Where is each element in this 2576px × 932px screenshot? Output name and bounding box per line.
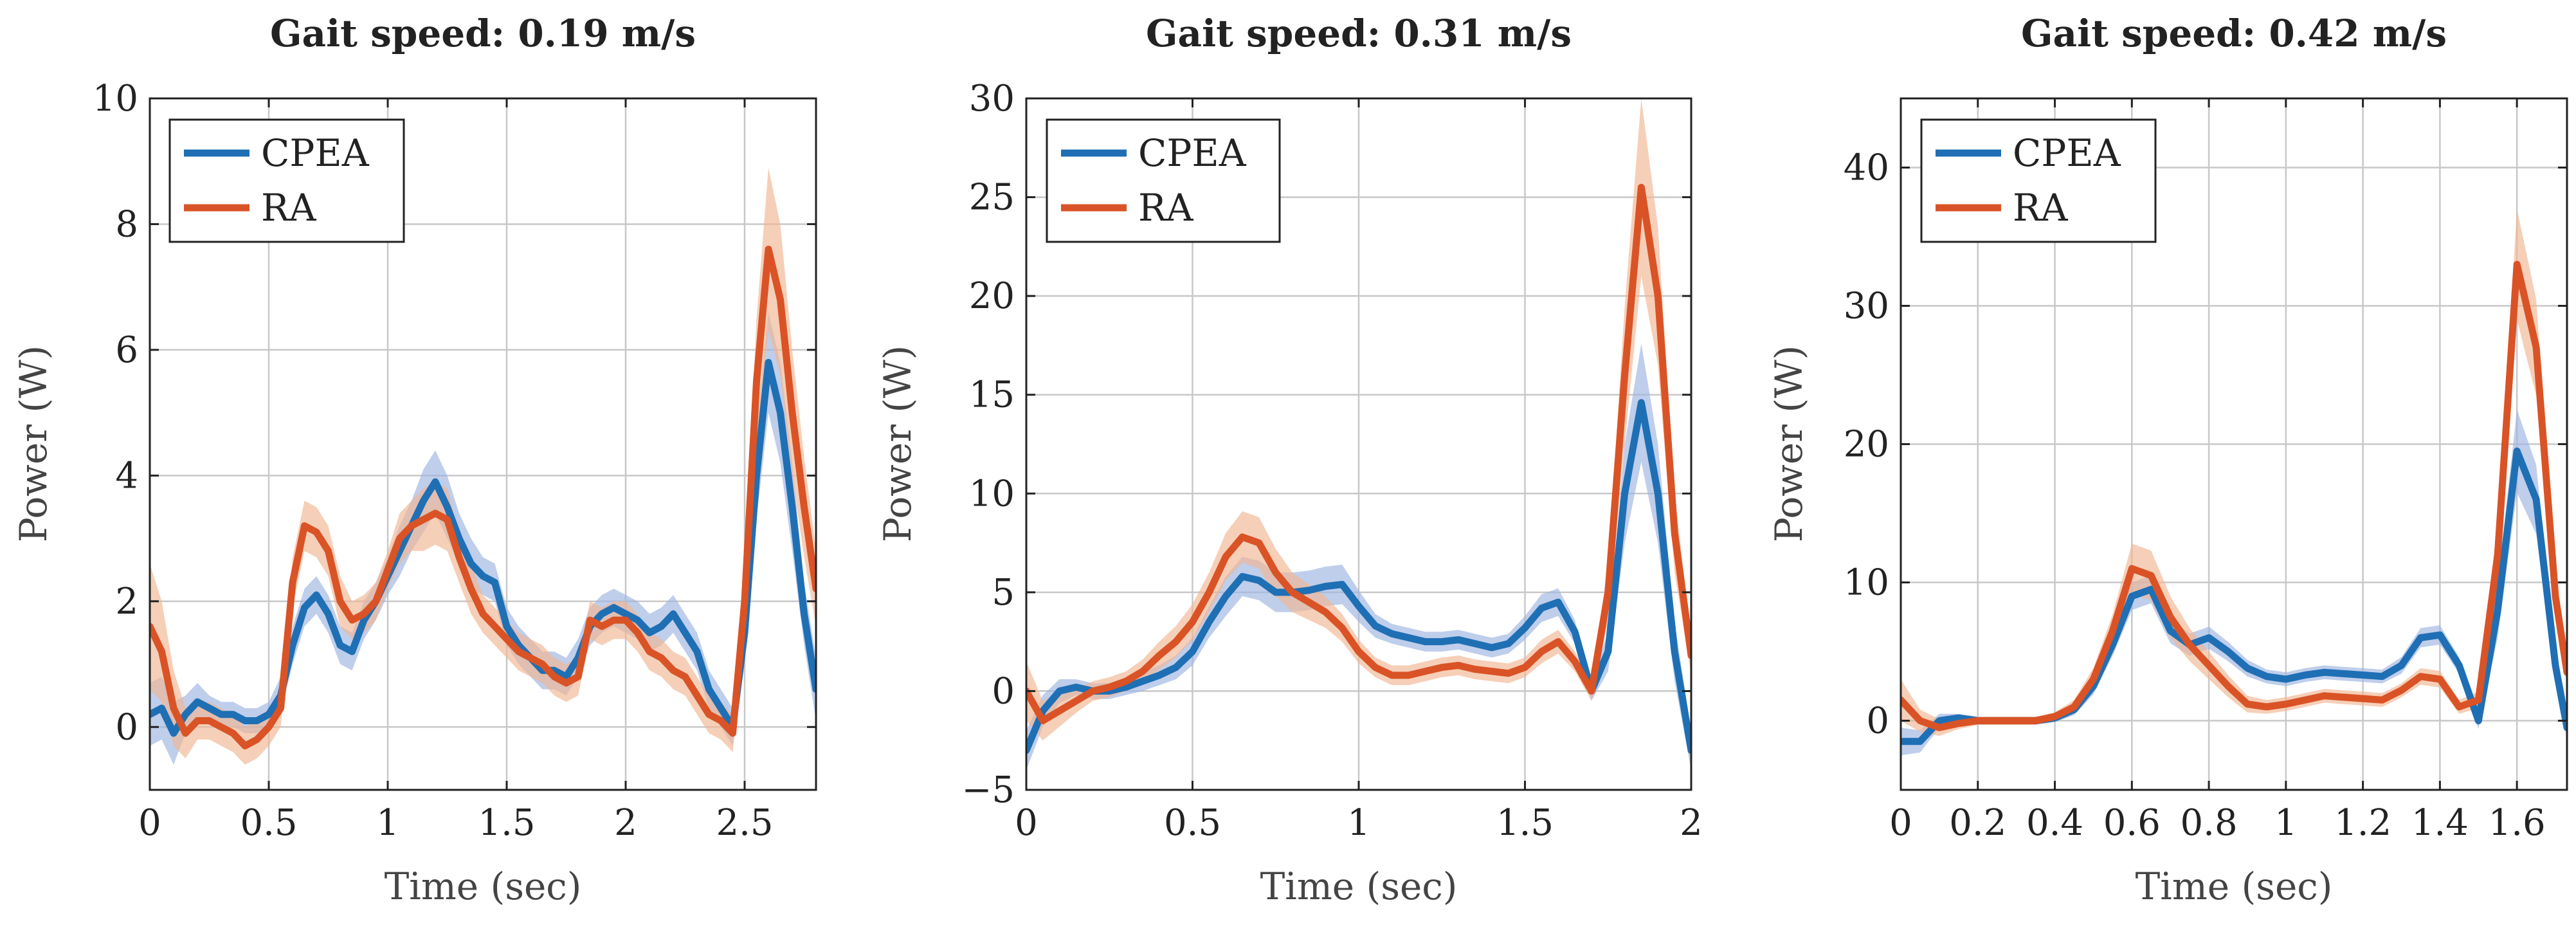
panel-3-xtick-label-0: 0 [1889, 802, 1912, 844]
panel-2-ytick-label-1: 0 [992, 670, 1015, 712]
panel-3-lines [1901, 260, 2567, 745]
panel-1-ra-line [150, 246, 816, 750]
panel-3-ticks: 0 0.2 0.4 0.6 0.8 1 1.2 1.4 1.6 0 10 20 30 40 [1844, 98, 2567, 844]
panel-2-xtick-label-3: 1.5 [1496, 802, 1554, 844]
panel-1-xtick-label-1: 0.5 [240, 802, 297, 844]
panel-2-cpea-line [1026, 399, 1691, 754]
panel-1-ytick-label-3: 6 [115, 329, 138, 371]
panel-2-legend: CPEA RA [1046, 118, 1281, 243]
panel-1-ytick-label-0: 0 [115, 706, 138, 748]
panel-1-legend-cpea-label: CPEA [261, 131, 370, 175]
panel-2-ytick-label-4: 15 [969, 374, 1015, 416]
panel-1-ytick-label-2: 4 [115, 455, 138, 497]
panel-1-legend-box [168, 118, 405, 243]
panel-1-xtick-label-0: 0 [138, 802, 161, 844]
panel-1-xlabel: Time (sec) [385, 864, 582, 908]
panel-1-frame [149, 97, 817, 791]
panel-1-ylabel: Power (W) [12, 345, 55, 543]
panel-3-xtick-label-4: 0.8 [2181, 802, 2238, 844]
panel-2: Gait speed: 0.31 m/s 0 0.5 1 1.5 2−505101520… [876, 12, 1703, 908]
panel-2-ytick-label-0: −5 [961, 769, 1015, 811]
panel-1-xtick-label-2: 1 [376, 802, 399, 844]
panel-1-ticks: 0 0.5 1 1.5 2 2.5 0 2 4 6 8 10 [93, 78, 816, 844]
panel-3-legend-cpea-label: CPEA [2013, 131, 2121, 175]
panel-3-ytick-label-1: 10 [1844, 562, 1889, 604]
panel-1-xtick-label-5: 2.5 [716, 802, 773, 844]
panel-3-ytick-label-3: 30 [1844, 286, 1889, 327]
panel-1-xtick-label-3: 1.5 [478, 802, 535, 844]
panel-3-title: Gait speed: 0.42 m/s [2021, 12, 2447, 55]
panel-2-ytick-label-6: 25 [969, 177, 1015, 219]
panel-1-cpea-line [150, 359, 816, 737]
panel-3-xtick-label-7: 1.4 [2411, 802, 2469, 844]
panel-1-ytick-label-1: 2 [115, 581, 138, 623]
panel-3-xtick-label-3: 0.6 [2103, 802, 2161, 844]
panel-3-ra-line [1901, 260, 2567, 731]
panel-2-ra-line [1026, 183, 1691, 724]
panel-3-xtick-label-2: 0.4 [2026, 802, 2083, 844]
panel-2-xtick-label-2: 1 [1347, 802, 1370, 844]
panel-3-xtick-label-5: 1 [2274, 802, 2298, 844]
panel-1-ytick-label-5: 10 [93, 78, 138, 120]
panel-3-legend: CPEA RA [1920, 118, 2157, 243]
panel-2-lines [1026, 183, 1691, 754]
panel-2-cpea-band [1026, 343, 1691, 771]
panel-3-ytick-label-4: 40 [1844, 147, 1889, 189]
panel-1-lines [150, 246, 816, 750]
panel-3-ytick-label-2: 20 [1844, 424, 1889, 466]
panel-3-xtick-label-8: 1.6 [2489, 802, 2546, 844]
panel-2-xtick-label-0: 0 [1015, 802, 1038, 844]
panel-3-xlabel: Time (sec) [2136, 864, 2333, 908]
panel-1-xtick-label-4: 2 [614, 802, 637, 844]
panel-3-legend-box [1920, 118, 2157, 243]
panel-2-xtick-label-1: 0.5 [1164, 802, 1221, 844]
panel-2-legend-cpea-label: CPEA [1138, 131, 1247, 175]
panel-1-ytick-label-4: 8 [115, 203, 138, 245]
panel-2-ylabel: Power (W) [876, 345, 920, 543]
panel-2-title: Gait speed: 0.31 m/s [1146, 12, 1572, 55]
panel-3-ytick-label-0: 0 [1866, 700, 1889, 742]
panel-2-xtick-label-4: 2 [1680, 802, 1703, 844]
panel-3: Gait speed: 0.42 m/s 0 0.2 0.4 0.6 0.8 1 1.2 1.… [1767, 12, 2568, 908]
panel-2-legend-ra-label: RA [1138, 186, 1194, 230]
panel-2-ytick-label-3: 10 [969, 473, 1015, 515]
panel-2-ytick-label-2: 5 [992, 572, 1015, 614]
panel-2-ytick-label-7: 30 [969, 78, 1015, 120]
panel-3-ylabel: Power (W) [1767, 345, 1811, 543]
panel-3-legend-ra-label: RA [2013, 186, 2069, 230]
panel-2-bands [1026, 98, 1691, 771]
panel-2-legend-box [1046, 118, 1281, 243]
panel-3-xtick-label-1: 0.2 [1949, 802, 2006, 844]
panel-2-xlabel: Time (sec) [1260, 864, 1458, 908]
panel-1-title: Gait speed: 0.19 m/s [270, 12, 696, 55]
panel-1-legend: CPEA RA [168, 118, 405, 243]
panel-2-ytick-label-5: 20 [969, 275, 1015, 317]
panel-1-legend-ra-label: RA [261, 186, 317, 230]
panel-3-xtick-label-6: 1.2 [2334, 802, 2391, 844]
panel-1: Gait speed: 0.19 m/s 0 0.5 1 1.5 2 2.5 0 2 4 6 8 10… [12, 12, 817, 908]
